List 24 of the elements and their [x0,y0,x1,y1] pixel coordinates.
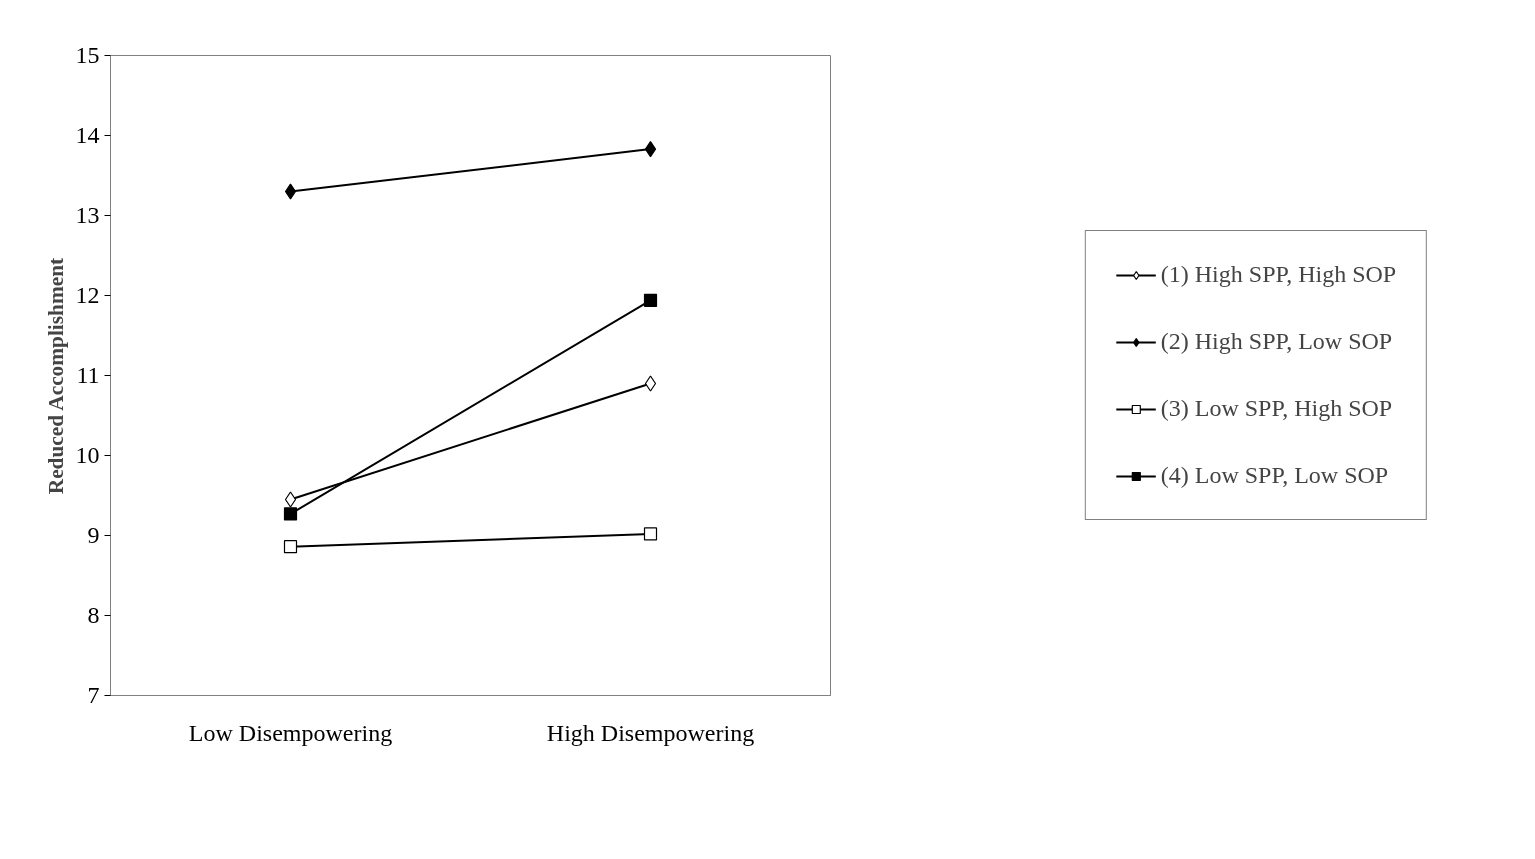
legend-label: (4) Low SPP, Low SOP [1160,462,1389,489]
y-tick-label: 8 [87,602,100,628]
x-tick-label: Low Disempowering [188,719,393,746]
y-tick-label: 11 [76,362,100,388]
legend-label: (2) High SPP, Low SOP [1160,328,1393,355]
point [644,375,657,392]
point [644,141,657,158]
point [283,507,298,521]
legend-label: (3) Low SPP, High SOP [1160,395,1393,422]
legend-label: (1) High SPP, High SOP [1160,261,1397,288]
y-tick-label: 15 [75,42,100,68]
y-axis-title: Reduced Accomplishment [43,257,68,495]
y-tick-label: 13 [75,202,100,228]
y-tick-label: 10 [75,442,100,468]
point [643,293,658,307]
y-tick-label: 14 [75,122,100,148]
x-tick-label: High Disempowering [546,719,755,746]
point [284,183,297,200]
point [284,491,297,508]
point [283,540,298,554]
y-tick-label: 12 [75,282,100,308]
y-tick-label: 9 [87,522,100,548]
point [643,527,658,541]
y-tick-label: 7 [87,682,100,708]
